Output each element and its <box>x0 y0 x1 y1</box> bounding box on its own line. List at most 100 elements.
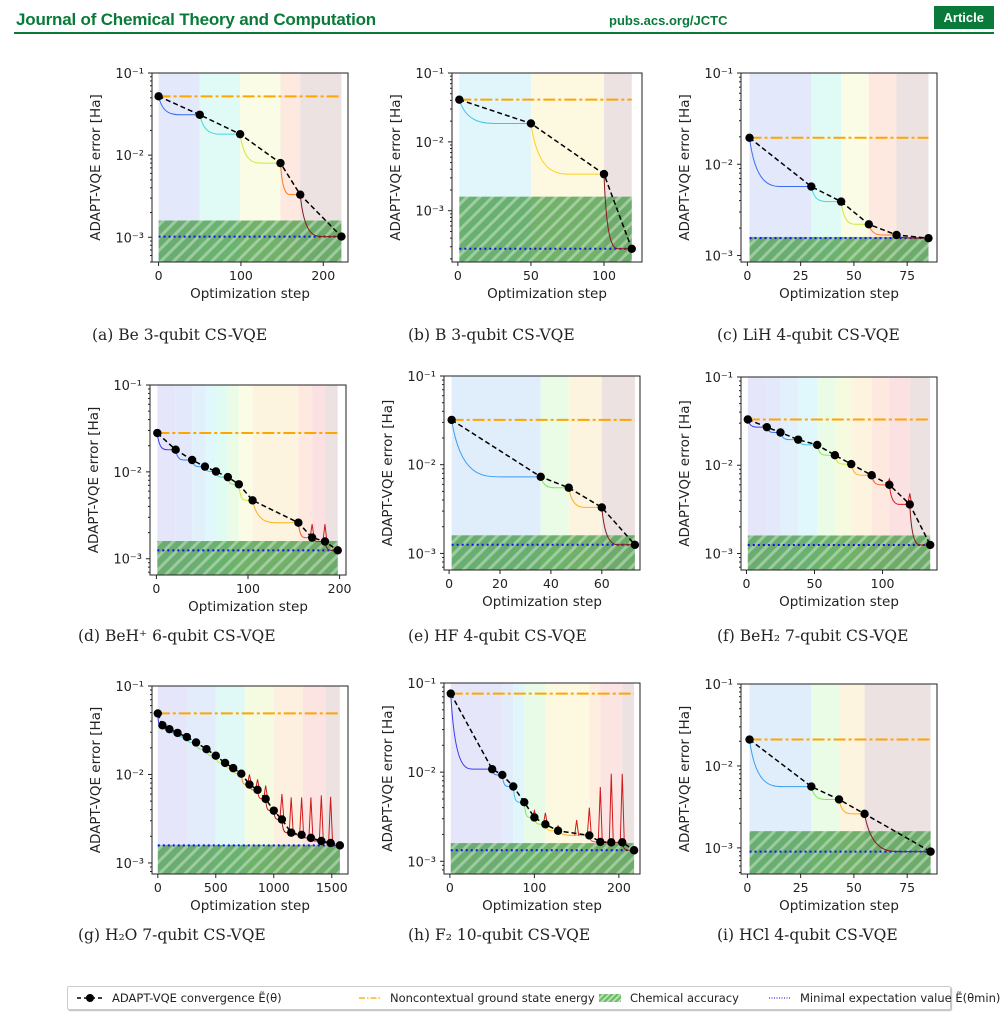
y-tick-label: 10⁻² <box>415 136 444 151</box>
x-axis-label: Optimization step <box>482 594 602 610</box>
convergence-curve-segment <box>810 186 842 203</box>
data-point <box>892 230 901 240</box>
y-tick-label: 10⁻³ <box>415 205 444 220</box>
journal-url[interactable]: pubs.acs.org/JCTC <box>609 13 728 28</box>
spike <box>619 773 625 843</box>
data-point <box>220 758 230 768</box>
data-point <box>599 169 609 179</box>
convergence-curve-segment <box>749 137 812 188</box>
data-point <box>200 462 210 471</box>
data-point <box>253 785 262 795</box>
y-tick-label: 10⁻² <box>407 766 436 781</box>
x-axis-label: Optimization step <box>190 898 310 914</box>
data-point <box>813 440 822 450</box>
x-tick-label: 50 <box>846 880 862 895</box>
y-tick-label: 10⁻² <box>704 760 733 775</box>
x-tick-label: 40 <box>543 576 559 591</box>
data-point <box>307 533 317 542</box>
y-tick-label: 10⁻³ <box>704 842 733 857</box>
adapt-vqe-convergence-line <box>459 98 633 250</box>
y-axis-label: ADAPT-VQE error [Ha] <box>677 94 693 240</box>
x-tick-label: 0 <box>743 880 751 895</box>
step-band <box>868 73 897 262</box>
data-point <box>585 831 594 840</box>
data-point <box>745 133 754 143</box>
y-tick-label: 10⁻² <box>113 466 142 481</box>
plot-area <box>157 686 340 874</box>
data-point <box>320 537 330 546</box>
y-tick-label: 10⁻¹ <box>113 379 142 394</box>
data-point <box>564 483 573 492</box>
x-tick-label: 0 <box>446 880 454 895</box>
convergence-curve-segment <box>909 504 931 546</box>
step-band <box>896 73 929 262</box>
convergence-curve-segment <box>864 813 931 853</box>
convergence-curve-segment <box>458 99 531 124</box>
spike <box>299 797 305 835</box>
y-tick-label: 10⁻¹ <box>704 371 733 386</box>
x-axis-label: Optimization step <box>188 599 308 615</box>
data-point <box>745 735 754 744</box>
x-tick-label: 100 <box>871 576 895 591</box>
data-point <box>276 158 285 168</box>
step-band <box>157 686 187 874</box>
chemical-accuracy-region <box>157 844 340 874</box>
y-tick-label: 10⁻³ <box>115 857 144 872</box>
y-tick-label: 10⁻³ <box>407 855 436 870</box>
convergence-curve-segment <box>749 739 812 788</box>
data-point <box>520 798 529 807</box>
data-point <box>237 769 246 778</box>
convergence-curve-segment <box>450 693 493 770</box>
x-tick-label: 50 <box>807 576 823 591</box>
adapt-vqe-convergence-line <box>158 95 342 238</box>
convergence-curve-segment <box>601 507 635 546</box>
step-band <box>747 377 767 570</box>
plot-area <box>450 683 635 874</box>
y-tick-label: 10⁻³ <box>704 547 733 562</box>
x-tick-label: 0 <box>155 268 163 283</box>
y-tick-label: 10⁻¹ <box>415 67 444 82</box>
plot-area <box>451 376 635 570</box>
data-point <box>925 540 935 550</box>
journal-title[interactable]: Journal of Chemical Theory and Computati… <box>16 10 376 29</box>
adapt-vqe-convergence-line <box>749 137 929 239</box>
spike <box>288 797 294 833</box>
data-point <box>807 182 816 191</box>
data-point <box>286 828 296 837</box>
y-axis-label: ADAPT-VQE error [Ha] <box>388 94 404 240</box>
convergence-curve-segment <box>199 114 241 135</box>
spike <box>318 795 324 842</box>
data-point <box>847 459 856 469</box>
data-point <box>333 546 342 555</box>
data-point <box>793 435 803 444</box>
x-axis-label: Optimization step <box>779 594 899 610</box>
subfigure-caption: (a) Be 3-qubit CS-VQE <box>92 326 268 344</box>
data-point <box>337 232 346 241</box>
spike <box>279 794 285 820</box>
data-point <box>807 782 816 791</box>
data-point <box>228 763 238 773</box>
x-tick-label: 200 <box>607 880 631 895</box>
data-point <box>553 826 563 835</box>
step-band <box>215 385 228 575</box>
y-tick-label: 10⁻³ <box>115 231 144 246</box>
convergence-curve-segment <box>512 786 525 803</box>
step-band <box>502 683 514 874</box>
legend-item-minimal: Minimal expectation value Ẽ(θmin) <box>768 991 1000 1005</box>
data-point <box>245 780 254 789</box>
data-point <box>530 813 539 822</box>
x-tick-label: 0 <box>743 268 751 283</box>
x-tick-label: 0 <box>154 880 162 895</box>
step-band <box>186 686 216 874</box>
plot-area <box>747 377 931 570</box>
data-point <box>455 95 464 104</box>
subfigure-caption: (h) F₂ 10-qubit CS-VQE <box>408 926 591 944</box>
x-tick-label: 500 <box>204 880 228 895</box>
legend-dotted-icon <box>769 997 791 999</box>
subfigure-caption: (b) B 3-qubit CS-VQE <box>408 326 575 344</box>
data-point <box>860 809 869 819</box>
legend-item-convergence: ADAPT-VQE convergence Ẽ(θ) <box>76 991 282 1005</box>
